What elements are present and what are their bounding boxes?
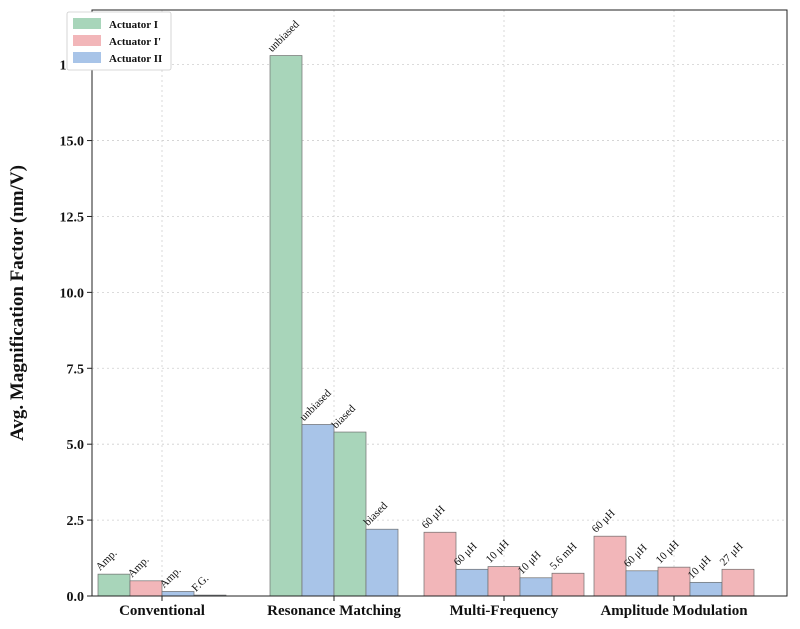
- y-tick-label: 12.5: [60, 210, 85, 225]
- bar: [519, 577, 553, 597]
- y-tick-label: 15.0: [60, 135, 85, 150]
- y-tick-label: 0.0: [67, 590, 85, 605]
- bar: [269, 55, 303, 597]
- y-axis-label: Avg. Magnification Factor (nm/V): [7, 165, 28, 441]
- x-category-label: Amplitude Modulation: [600, 603, 748, 619]
- x-category-label: Resonance Matching: [267, 603, 401, 619]
- legend-swatch: [73, 18, 101, 29]
- y-tick-label: 10.0: [60, 286, 85, 301]
- legend-swatch: [73, 35, 101, 46]
- bar: [551, 572, 585, 597]
- bar: [129, 580, 163, 597]
- bar: [455, 568, 489, 597]
- y-tick-label: 2.5: [67, 514, 85, 529]
- x-category-label: Multi-Frequency: [450, 603, 559, 619]
- bar: [487, 566, 521, 597]
- bar: [333, 431, 367, 597]
- legend-label: Actuator I: [109, 19, 158, 31]
- bar: [301, 424, 335, 597]
- legend-label: Actuator II: [109, 53, 162, 65]
- bar: [689, 581, 723, 597]
- axes: 0.02.55.07.510.012.515.017.5Conventional…: [60, 59, 749, 619]
- y-tick-label: 7.5: [67, 362, 85, 377]
- bar: [625, 570, 659, 597]
- plot-area: [92, 10, 787, 596]
- bar: [721, 568, 755, 597]
- bar: [657, 566, 691, 597]
- bar: [365, 528, 399, 597]
- plot-frame: [91, 9, 788, 597]
- legend-swatch: [73, 52, 101, 63]
- bar: [161, 591, 195, 597]
- legend: Actuator I Actuator I' Actuator II: [66, 11, 172, 71]
- bar: [423, 531, 457, 597]
- legend-label: Actuator I': [109, 36, 161, 48]
- y-tick-label: 5.0: [67, 438, 85, 453]
- bar: [593, 535, 627, 597]
- x-category-label: Conventional: [119, 603, 205, 619]
- bars: [97, 55, 755, 597]
- bar: [97, 573, 131, 597]
